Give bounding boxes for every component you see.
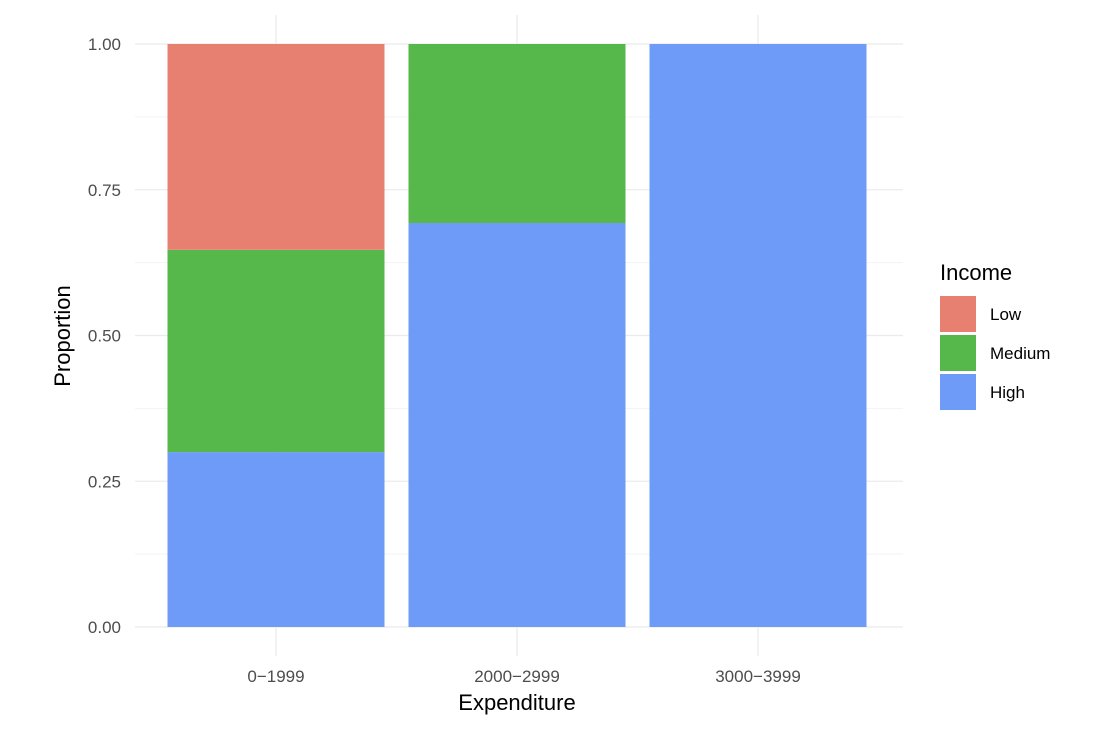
legend-label-medium: Medium: [990, 344, 1050, 363]
x-tick-label: 2000−2999: [474, 667, 560, 686]
y-tick-label: 0.25: [88, 472, 121, 491]
bars: [167, 44, 867, 627]
bar-segment-low: [167, 44, 385, 250]
legend-key-high: [940, 374, 976, 410]
y-axis-ticks: 0.00 0.25 0.50 0.75 1.00: [88, 35, 121, 637]
legend-label-high: High: [990, 383, 1025, 402]
bar-segment-high: [408, 222, 626, 627]
y-axis-title: Proportion: [50, 285, 75, 387]
legend: Income Low Medium High: [940, 260, 1050, 410]
legend-items: Low Medium High: [940, 296, 1050, 410]
y-tick-label: 0.00: [88, 618, 121, 637]
y-tick-label: 1.00: [88, 35, 121, 54]
x-axis-ticks: 0−1999 2000−2999 3000−3999: [247, 667, 800, 686]
y-tick-label: 0.50: [88, 327, 121, 346]
x-tick-label: 0−1999: [247, 667, 304, 686]
x-tick-label: 3000−3999: [715, 667, 801, 686]
bar-segment-high: [649, 44, 867, 627]
legend-key-low: [940, 296, 976, 332]
bar-segment-medium: [408, 44, 626, 223]
x-axis-title: Expenditure: [458, 690, 575, 715]
legend-key-medium: [940, 335, 976, 371]
bar-segment-medium: [167, 249, 385, 453]
y-tick-label: 0.75: [88, 181, 121, 200]
bar-segment-high: [167, 452, 385, 627]
legend-title: Income: [940, 260, 1012, 285]
legend-label-low: Low: [990, 305, 1022, 324]
